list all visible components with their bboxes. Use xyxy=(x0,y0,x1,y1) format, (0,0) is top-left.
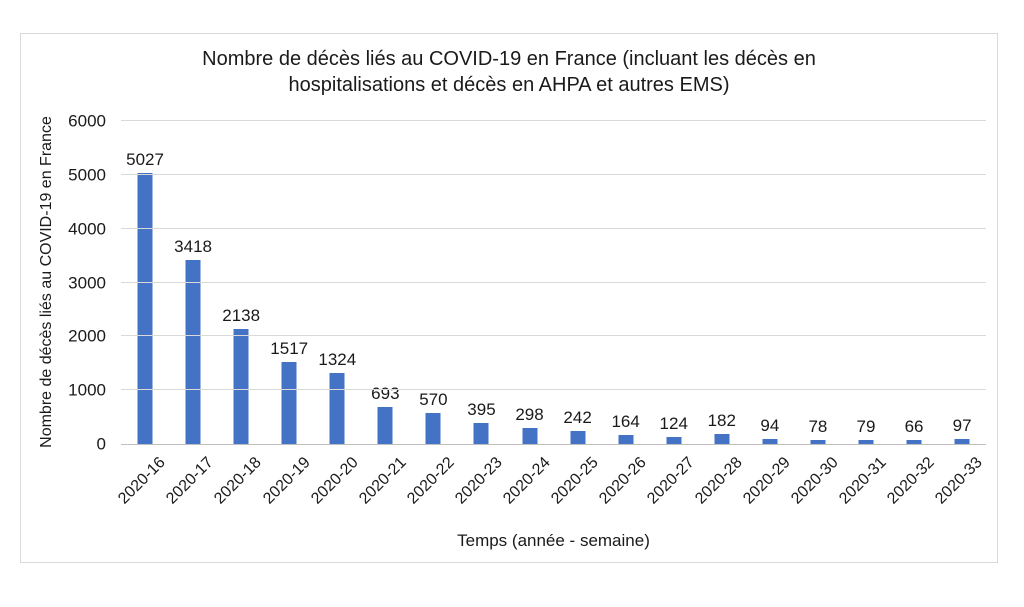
bar-slot: 298 2020-24 xyxy=(500,121,554,507)
bar-value-label: 78 xyxy=(808,416,828,436)
bar: 242 xyxy=(563,408,592,444)
bar-value-label: 298 xyxy=(515,404,544,424)
bar-slot: 124 2020-27 xyxy=(644,121,698,508)
bar: 298 xyxy=(515,405,544,444)
y-tick-label: 1000 xyxy=(68,380,106,400)
bar-slot: 693 2020-21 xyxy=(356,121,410,507)
bar-slot: 94 2020-29 xyxy=(740,121,794,507)
x-tick-label: 2020-19 xyxy=(259,454,314,508)
x-tick-label: 2020-21 xyxy=(355,454,410,508)
bar-value-label: 693 xyxy=(371,383,400,403)
x-tick-label: 2020-23 xyxy=(451,454,506,508)
x-tick-label: 2020-30 xyxy=(788,454,842,508)
plot-area: 5027 2020-16 3418 2020-17 2138 2020-18 1517 202… xyxy=(116,120,987,508)
y-tick-label: 4000 xyxy=(68,219,106,239)
chart-title-line-1: Nombre de décès liés au COVID-19 en Fran… xyxy=(202,48,816,70)
y-tick-label: 0 xyxy=(96,434,106,454)
bar: 97 xyxy=(953,416,972,444)
bar-value-label: 570 xyxy=(419,390,448,410)
x-tick-label: 2020-17 xyxy=(163,454,218,508)
bar: 182 xyxy=(708,412,736,444)
bar-value-label: 182 xyxy=(707,411,736,431)
y-tick-label: 3000 xyxy=(68,273,106,292)
y-axis-ticks: 0 1000 2000 3000 4000 5000 6000 xyxy=(21,113,106,453)
x-tick-label: 2020-32 xyxy=(884,454,939,508)
bar-value-label: 164 xyxy=(611,412,640,432)
bar-value-label: 1324 xyxy=(318,349,357,369)
bar-slot: 97 2020-33 xyxy=(933,121,987,507)
bar: 66 xyxy=(905,418,923,444)
x-axis-title: Temps (année - semaine) xyxy=(457,531,650,550)
bar: 3418 xyxy=(174,238,212,444)
bar-value-label: 242 xyxy=(563,407,592,427)
bar-slot: 182 2020-28 xyxy=(692,121,746,508)
bar: 395 xyxy=(467,400,496,444)
x-tick-label: 2020-33 xyxy=(932,454,987,508)
bar-slot: 5027 2020-16 xyxy=(116,121,170,508)
gridline xyxy=(121,389,986,391)
bar-slot: 1324 2020-20 xyxy=(308,121,362,507)
bar-slot: 2138 2020-18 xyxy=(212,121,266,507)
bar-slot: 79 2020-31 xyxy=(836,121,890,507)
y-tick-label: 2000 xyxy=(68,326,106,346)
bar-slot: 570 2020-22 xyxy=(404,121,458,508)
gridline xyxy=(121,335,986,337)
bar-value-label: 79 xyxy=(856,416,876,436)
chart-title: Nombre de décès liés au COVID-19 en Fran… xyxy=(21,46,997,98)
x-tick-label: 2020-27 xyxy=(644,454,698,508)
bar-slot: 78 2020-30 xyxy=(788,121,842,507)
x-tick-label: 2020-18 xyxy=(211,454,266,508)
chart-frame: Nombre de décès liés au COVID-19 en Fran… xyxy=(20,33,998,563)
y-tick-label: 5000 xyxy=(68,165,106,185)
bar: 693 xyxy=(371,384,400,444)
bar: 2138 xyxy=(222,306,260,444)
bars-row: 5027 2020-16 3418 2020-17 2138 2020-18 1517 202… xyxy=(116,121,987,508)
gridline xyxy=(121,173,986,175)
bar: 1324 xyxy=(318,350,356,444)
bar-value-label: 5027 xyxy=(126,150,164,170)
x-tick-label: 2020-16 xyxy=(115,454,170,508)
gridline xyxy=(121,227,986,229)
bar: 124 xyxy=(660,415,688,444)
bar-value-label: 2138 xyxy=(222,305,261,325)
bar-value-label: 94 xyxy=(760,415,780,435)
gridline xyxy=(121,281,986,283)
bar: 79 xyxy=(857,417,875,444)
bar-value-label: 3418 xyxy=(174,237,213,256)
bar: 164 xyxy=(611,413,640,444)
bar-slot: 164 2020-26 xyxy=(596,121,650,508)
bar-slot: 3418 2020-17 xyxy=(164,121,218,508)
bar-value-label: 97 xyxy=(952,415,972,435)
bar-value-label: 124 xyxy=(659,414,688,434)
bar-value-label: 1517 xyxy=(270,339,309,359)
x-tick-label: 2020-26 xyxy=(596,454,650,508)
x-tick-label: 2020-28 xyxy=(692,454,746,508)
bar: 1517 xyxy=(270,340,308,444)
x-tick-label: 2020-20 xyxy=(307,454,362,508)
bar: 78 xyxy=(808,417,827,444)
x-tick-label: 2020-29 xyxy=(740,454,794,508)
x-tick-label: 2020-25 xyxy=(548,454,602,508)
y-tick-label: 6000 xyxy=(68,111,106,131)
chart-title-line-2: hospitalisations et décès en AHPA et aut… xyxy=(288,74,730,96)
bar: 5027 xyxy=(126,151,164,444)
bar-slot: 66 2020-32 xyxy=(885,121,939,508)
x-tick-label: 2020-24 xyxy=(500,454,554,508)
bar-value-label: 395 xyxy=(467,399,496,419)
bar-value-label: 66 xyxy=(904,417,924,437)
bar-slot: 242 2020-25 xyxy=(548,121,602,507)
x-tick-label: 2020-22 xyxy=(403,454,458,508)
bar-slot: 1517 2020-19 xyxy=(260,121,314,508)
x-tick-label: 2020-31 xyxy=(836,454,890,508)
bar: 570 xyxy=(419,391,448,444)
gridline xyxy=(121,120,986,121)
bar: 94 xyxy=(760,416,779,444)
bar-slot: 395 2020-23 xyxy=(452,121,506,507)
